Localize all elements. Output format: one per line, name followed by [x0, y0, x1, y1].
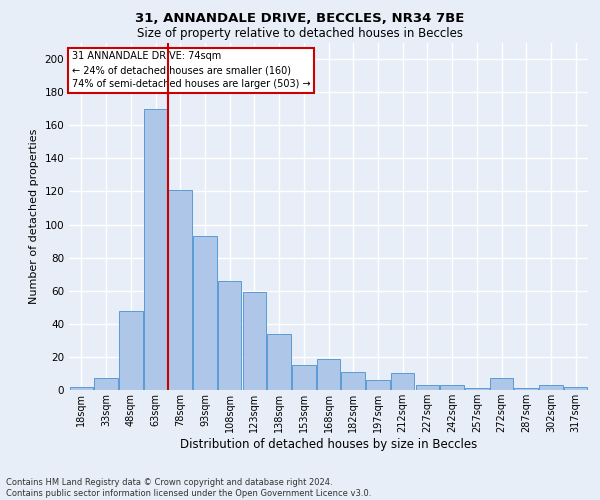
Bar [539, 385, 563, 390]
Bar [268, 334, 291, 390]
Bar [242, 292, 266, 390]
Text: 31, ANNANDALE DRIVE, BECCLES, NR34 7BE: 31, ANNANDALE DRIVE, BECCLES, NR34 7BE [136, 12, 464, 26]
Text: Contains HM Land Registry data © Crown copyright and database right 2024.
Contai: Contains HM Land Registry data © Crown c… [6, 478, 371, 498]
Bar [564, 386, 587, 390]
Bar [341, 372, 365, 390]
Bar [366, 380, 389, 390]
X-axis label: Distribution of detached houses by size in Beccles: Distribution of detached houses by size … [180, 438, 477, 451]
Bar [292, 365, 316, 390]
Bar [144, 108, 167, 390]
Bar [119, 310, 143, 390]
Bar [514, 388, 538, 390]
Bar [193, 236, 217, 390]
Bar [70, 386, 93, 390]
Bar [440, 385, 464, 390]
Bar [317, 358, 340, 390]
Bar [416, 385, 439, 390]
Bar [169, 190, 192, 390]
Bar [490, 378, 513, 390]
Text: Size of property relative to detached houses in Beccles: Size of property relative to detached ho… [137, 28, 463, 40]
Text: 31 ANNANDALE DRIVE: 74sqm
← 24% of detached houses are smaller (160)
74% of semi: 31 ANNANDALE DRIVE: 74sqm ← 24% of detac… [71, 51, 310, 89]
Y-axis label: Number of detached properties: Number of detached properties [29, 128, 39, 304]
Bar [218, 281, 241, 390]
Bar [94, 378, 118, 390]
Bar [465, 388, 488, 390]
Bar [391, 374, 415, 390]
